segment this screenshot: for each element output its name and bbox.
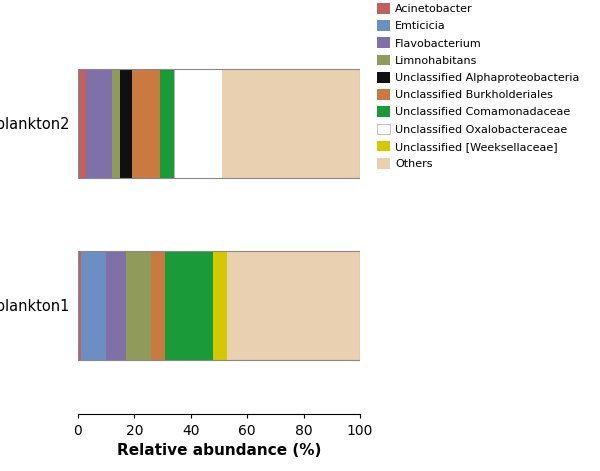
Bar [81,251,106,360]
Bar [166,251,214,360]
Bar [160,69,174,178]
Bar [112,69,120,178]
Bar [126,251,151,360]
Bar [86,69,112,178]
X-axis label: Relative abundance (%): Relative abundance (%) [117,443,321,458]
Bar [78,251,81,360]
Bar [120,69,131,178]
Bar [151,251,166,360]
Bar [214,251,227,360]
Bar [222,69,360,178]
Bar [174,69,222,178]
Bar [78,69,86,178]
Bar [227,251,360,360]
Bar [131,69,160,178]
Bar [78,251,360,360]
Legend: Acinetobacter, Emticicia, Flavobacterium, Limnohabitans, Unclassified Alphaprote: Acinetobacter, Emticicia, Flavobacterium… [374,0,583,172]
Bar [106,251,126,360]
Bar [78,69,360,178]
